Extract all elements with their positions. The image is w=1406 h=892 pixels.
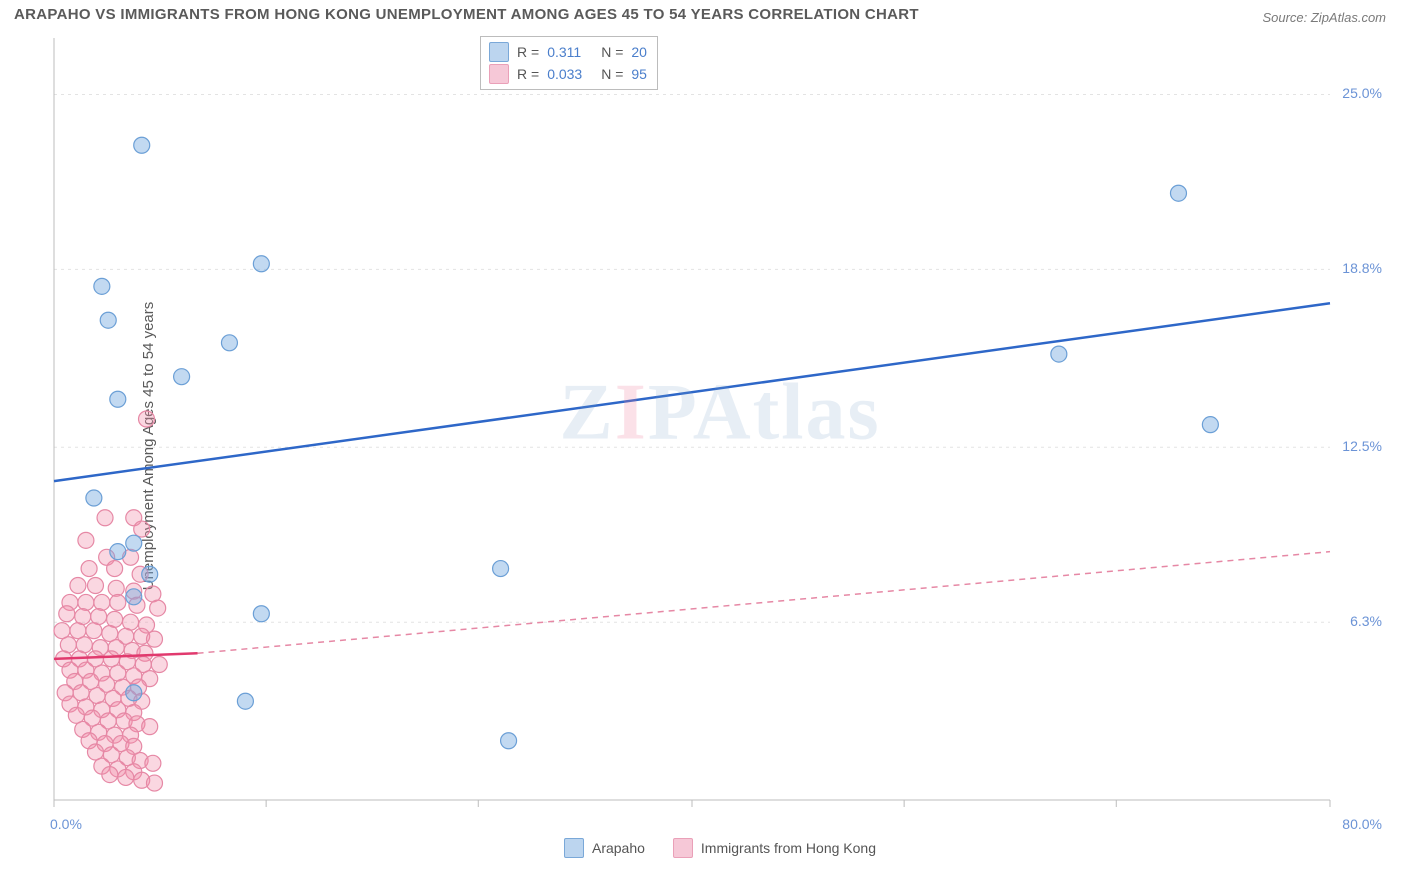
stats-legend: R = 0.311 N = 20 R = 0.033 N = 95: [480, 36, 658, 90]
n-label: N =: [601, 44, 623, 60]
legend-item-arapaho: Arapaho: [564, 838, 645, 858]
chart-title: ARAPAHO VS IMMIGRANTS FROM HONG KONG UNE…: [14, 6, 919, 23]
swatch-arapaho: [489, 42, 509, 62]
chart-canvas: [50, 34, 1390, 824]
legend-label-arapaho: Arapaho: [592, 840, 645, 856]
n-label: N =: [601, 66, 623, 82]
swatch-hongkong: [673, 838, 693, 858]
y-tick-label: 18.8%: [1342, 260, 1382, 276]
r-value-hongkong: 0.033: [547, 66, 593, 82]
series-legend: Arapaho Immigrants from Hong Kong: [50, 838, 1390, 858]
y-tick-label: 6.3%: [1350, 613, 1382, 629]
swatch-hongkong: [489, 64, 509, 84]
n-value-arapaho: 20: [631, 44, 647, 60]
r-label: R =: [517, 44, 539, 60]
swatch-arapaho: [564, 838, 584, 858]
stats-row-arapaho: R = 0.311 N = 20: [489, 41, 647, 63]
r-label: R =: [517, 66, 539, 82]
r-value-arapaho: 0.311: [547, 44, 593, 60]
y-tick-label: 12.5%: [1342, 438, 1382, 454]
x-tick-label: 80.0%: [1342, 816, 1382, 832]
scatter-chart: ZIPAtlas R = 0.311 N = 20 R = 0.033 N = …: [50, 34, 1390, 824]
y-tick-label: 25.0%: [1342, 85, 1382, 101]
source-attribution: Source: ZipAtlas.com: [1262, 10, 1386, 25]
legend-item-hongkong: Immigrants from Hong Kong: [673, 838, 876, 858]
stats-row-hongkong: R = 0.033 N = 95: [489, 63, 647, 85]
n-value-hongkong: 95: [631, 66, 647, 82]
x-tick-label: 0.0%: [50, 816, 82, 832]
legend-label-hongkong: Immigrants from Hong Kong: [701, 840, 876, 856]
